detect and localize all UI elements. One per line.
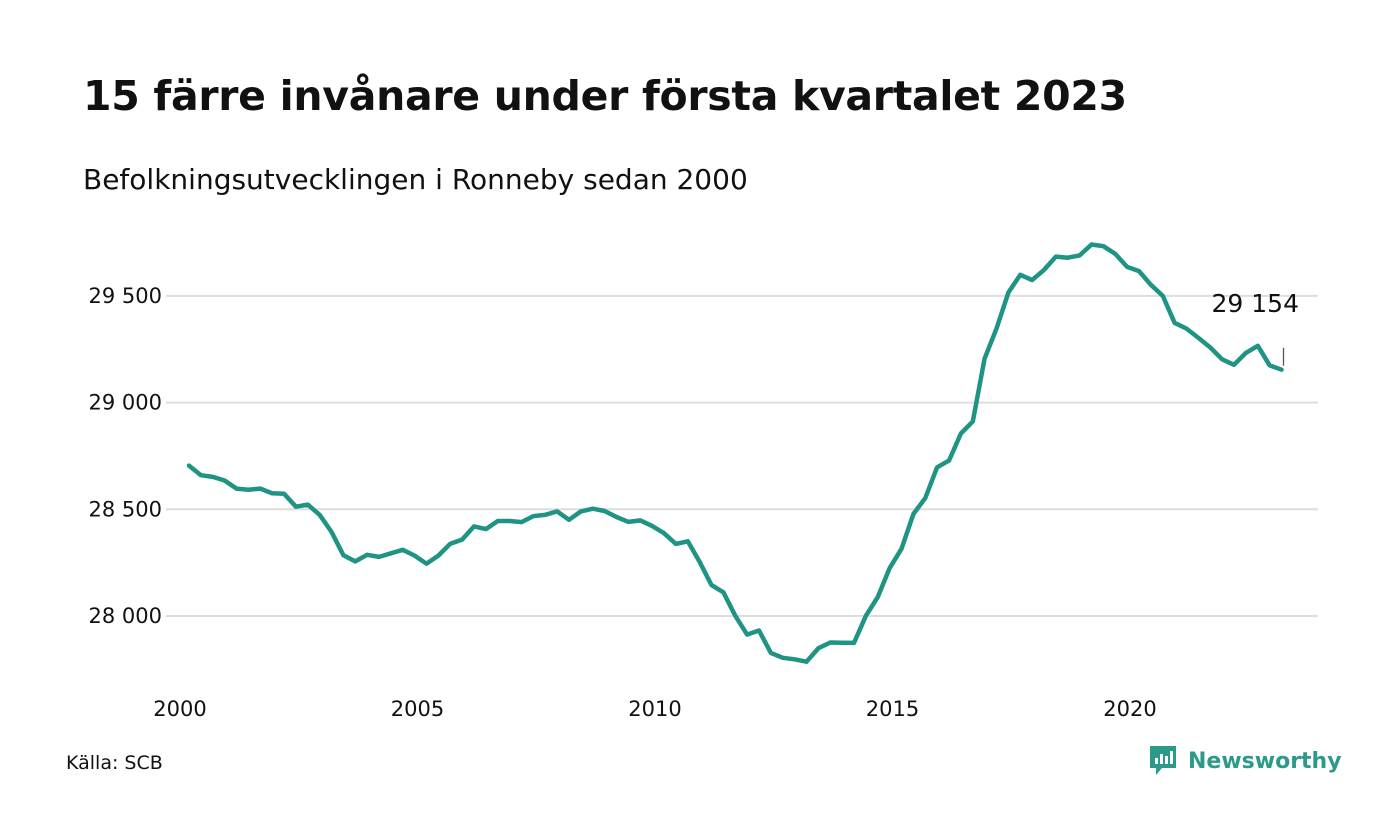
x-tick-label: 2010 xyxy=(628,697,681,721)
chart-title: 15 färre invånare under första kvartalet… xyxy=(83,72,1127,120)
last-value-annotation: 29 154 xyxy=(1212,289,1299,318)
chart-subtitle: Befolkningsutvecklingen i Ronneby sedan … xyxy=(83,163,748,196)
x-tick-label: 2005 xyxy=(391,697,444,721)
y-tick-label: 29 500 xyxy=(89,284,162,308)
source-note: Källa: SCB xyxy=(66,752,163,774)
y-tick-label: 29 000 xyxy=(89,391,162,415)
brand-name: Newsworthy xyxy=(1188,748,1342,774)
y-tick-label: 28 500 xyxy=(89,497,162,521)
x-axis-ticks: 2000 2005 2010 2015 2020 xyxy=(153,697,1156,721)
series-line xyxy=(186,242,1284,664)
x-tick-label: 2020 xyxy=(1103,697,1156,721)
newsworthy-brand: Newsworthy xyxy=(1148,744,1342,778)
grid-lines xyxy=(166,294,1318,617)
series-layer xyxy=(186,242,1284,664)
x-tick-label: 2000 xyxy=(153,697,206,721)
y-tick-label: 28 000 xyxy=(89,604,162,628)
x-tick-label: 2015 xyxy=(866,697,919,721)
newsworthy-logo-icon xyxy=(1150,746,1176,775)
annotation-layer: 29 154 xyxy=(1212,289,1299,366)
y-axis-ticks: 28 000 28 500 29 000 29 500 xyxy=(89,284,162,628)
